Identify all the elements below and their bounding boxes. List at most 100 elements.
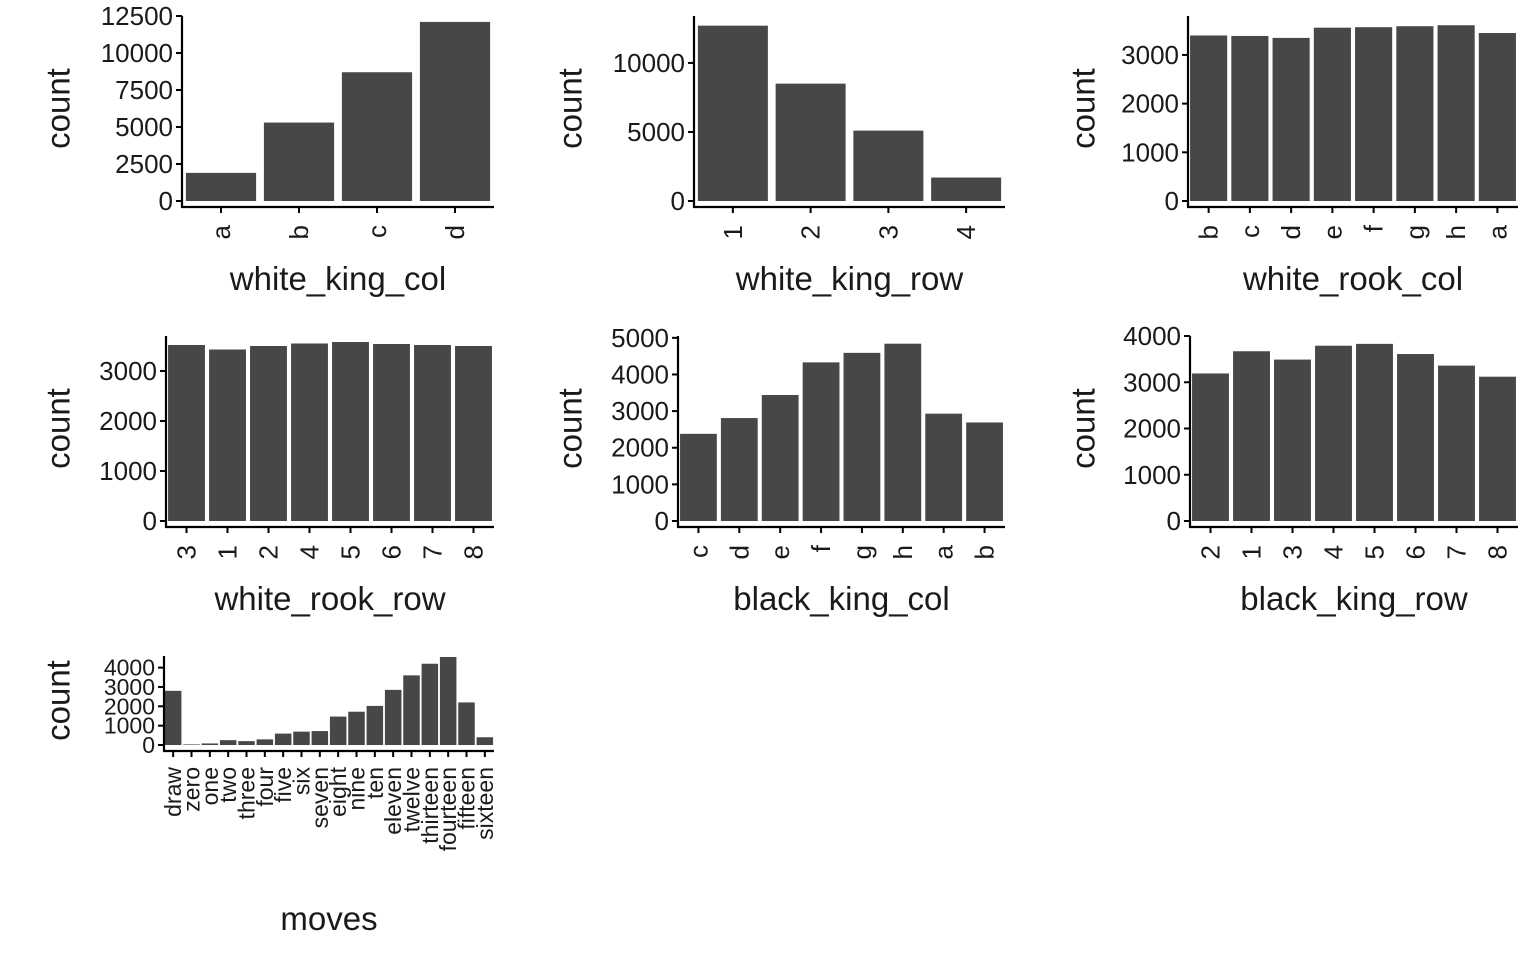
x-tick-label-e: e bbox=[1317, 225, 1347, 239]
y-tick-label: 4000 bbox=[104, 655, 155, 681]
chart-panel-white_rook_col: 0 1000 2000 3000 b c d e f g h a white_rook_col count bbox=[1065, 16, 1518, 297]
x-tick-label-e: e bbox=[765, 545, 795, 559]
bar-b bbox=[966, 422, 1003, 521]
bar-d bbox=[720, 418, 758, 521]
bar-three bbox=[238, 741, 255, 745]
x-tick-label-g: g bbox=[847, 545, 877, 559]
x-tick-label-f: f bbox=[806, 544, 836, 552]
y-tick-label: 1000 bbox=[99, 456, 157, 486]
y-tick-label: 1000 bbox=[1121, 137, 1179, 167]
bar-four bbox=[256, 739, 274, 745]
chart-panel-black_king_row: 0 1000 2000 3000 4000 2 1 3 4 5 6 7 8 black_king_row c… bbox=[1065, 321, 1518, 617]
x-tick-label-c: c bbox=[1235, 225, 1265, 238]
x-tick-label-4: 4 bbox=[951, 225, 981, 239]
y-tick-label: 5000 bbox=[627, 117, 685, 147]
x-axis-title: black_king_col bbox=[733, 580, 949, 617]
y-tick-label: 1000 bbox=[611, 469, 669, 499]
x-axis-title: black_king_row bbox=[1240, 580, 1468, 617]
bar-c bbox=[680, 433, 717, 521]
x-tick-label-g: g bbox=[1400, 225, 1430, 239]
x-tick-label-b: b bbox=[970, 545, 1000, 559]
bar-c bbox=[1231, 35, 1269, 202]
x-tick-label-five: five bbox=[270, 767, 296, 803]
y-tick-label: 0 bbox=[671, 186, 685, 216]
y-tick-label: 7500 bbox=[115, 75, 173, 105]
bar-3 bbox=[168, 345, 205, 521]
bar-a bbox=[185, 172, 257, 201]
bar-fourteen bbox=[439, 656, 457, 745]
bar-thirteen bbox=[421, 663, 439, 745]
x-tick-label-2: 2 bbox=[1196, 545, 1226, 559]
x-tick-label-a: a bbox=[206, 224, 236, 239]
x-tick-label-1: 1 bbox=[213, 545, 243, 559]
x-tick-label-d: d bbox=[724, 545, 754, 559]
x-tick-label-c: c bbox=[362, 225, 392, 238]
bar-seven bbox=[311, 731, 329, 745]
bar-7 bbox=[1438, 365, 1475, 521]
x-tick-label-8: 8 bbox=[459, 545, 489, 559]
x-tick-label-5: 5 bbox=[336, 545, 366, 559]
bar-b bbox=[1190, 35, 1228, 201]
y-tick-label: 2000 bbox=[611, 433, 669, 463]
x-tick-label-5: 5 bbox=[1360, 545, 1390, 559]
y-axis-title: count bbox=[40, 68, 77, 149]
y-tick-label: 10000 bbox=[613, 48, 685, 78]
bar-two bbox=[219, 740, 237, 745]
y-tick-label: 0 bbox=[655, 506, 669, 536]
bar-f bbox=[1355, 27, 1393, 202]
bar-eleven bbox=[384, 689, 402, 745]
bar-a bbox=[925, 413, 963, 521]
x-tick-label-a: a bbox=[929, 544, 959, 559]
y-tick-label: 3000 bbox=[1121, 40, 1179, 70]
x-tick-label-3: 3 bbox=[1278, 545, 1308, 559]
x-tick-label-eight: eight bbox=[325, 766, 351, 816]
x-tick-label-ten: ten bbox=[362, 767, 388, 799]
y-tick-label: 0 bbox=[142, 732, 155, 758]
x-tick-label-7: 7 bbox=[1442, 545, 1472, 559]
x-tick-label-2: 2 bbox=[796, 225, 826, 239]
bar-five bbox=[274, 733, 292, 745]
y-tick-label: 3000 bbox=[611, 396, 669, 426]
bar-e bbox=[761, 394, 799, 521]
bar-b bbox=[263, 122, 335, 201]
x-tick-label-fifteen: fifteen bbox=[454, 767, 480, 830]
x-tick-label-c: c bbox=[683, 545, 713, 558]
bar-one bbox=[201, 743, 219, 745]
bar-3 bbox=[853, 130, 924, 201]
y-axis-title: count bbox=[40, 388, 77, 469]
x-tick-label-three: three bbox=[234, 767, 260, 819]
y-tick-label: 12500 bbox=[101, 1, 173, 31]
bar-1 bbox=[209, 349, 246, 521]
bar-f bbox=[802, 362, 840, 521]
y-tick-label: 4000 bbox=[1123, 321, 1181, 351]
x-tick-label-draw: draw bbox=[160, 767, 186, 817]
bar-6 bbox=[1397, 354, 1434, 521]
bar-1 bbox=[697, 25, 768, 201]
chart-panel-moves: 01000200030004000drawzeroonetwothreefour… bbox=[40, 655, 498, 937]
x-tick-label-4: 4 bbox=[1319, 545, 1349, 559]
x-tick-label-1: 1 bbox=[718, 225, 748, 239]
x-axis-title: white_rook_row bbox=[213, 580, 445, 617]
x-tick-label-seven: seven bbox=[307, 767, 333, 828]
bar-8 bbox=[455, 346, 492, 521]
bar-nine bbox=[348, 711, 365, 745]
x-tick-label-zero: zero bbox=[179, 767, 205, 812]
x-tick-label-6: 6 bbox=[377, 545, 407, 559]
x-tick-label-two: two bbox=[215, 767, 241, 803]
x-tick-label-d: d bbox=[440, 225, 470, 239]
x-axis-title: moves bbox=[280, 900, 377, 937]
x-tick-label-b: b bbox=[1194, 225, 1224, 239]
x-tick-label-h: h bbox=[888, 545, 918, 559]
bar-2 bbox=[1192, 373, 1229, 521]
bar-g bbox=[1396, 26, 1434, 201]
x-tick-label-7: 7 bbox=[418, 545, 448, 559]
bar-h bbox=[884, 343, 922, 521]
y-tick-label: 2500 bbox=[115, 149, 173, 179]
y-axis-title: count bbox=[552, 388, 589, 469]
y-tick-label: 0 bbox=[159, 186, 173, 216]
x-tick-label-d: d bbox=[1276, 225, 1306, 239]
bar-5 bbox=[1356, 343, 1393, 521]
y-tick-label: 0 bbox=[143, 506, 157, 536]
bar-ten bbox=[366, 705, 384, 745]
